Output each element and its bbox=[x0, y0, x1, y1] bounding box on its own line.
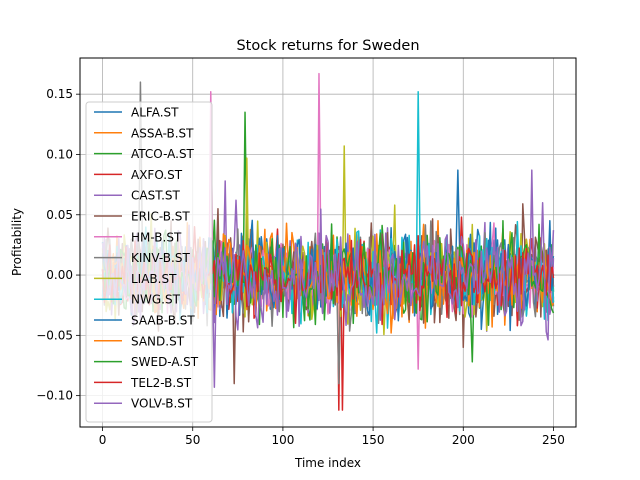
legend-entry: CAST.ST bbox=[131, 189, 181, 203]
legend-entry: SWED-A.ST bbox=[131, 355, 199, 369]
y-axis-label: Profitability bbox=[10, 208, 24, 276]
x-axis-ticks: 0 50 100 150 200 250 bbox=[99, 427, 565, 447]
legend-entry: ASSA-B.ST bbox=[131, 126, 194, 140]
legend-entry: KINV-B.ST bbox=[131, 251, 190, 265]
x-axis-label: Time index bbox=[294, 456, 361, 470]
legend-entry: ALFA.ST bbox=[131, 106, 179, 120]
legend-entry: LIAB.ST bbox=[131, 272, 177, 286]
chart-title: Stock returns for Sweden bbox=[236, 38, 419, 54]
legend-box bbox=[85, 101, 213, 423]
x-tick-label: 100 bbox=[271, 433, 294, 447]
y-tick-label: −0.05 bbox=[36, 328, 73, 342]
x-tick-label: 250 bbox=[542, 433, 565, 447]
legend-entry: AXFO.ST bbox=[131, 168, 183, 182]
x-tick-label: 0 bbox=[99, 433, 107, 447]
legend-entry: HM-B.ST bbox=[131, 230, 182, 244]
legend-entry: SAND.ST bbox=[131, 334, 185, 348]
legend-entry: SAAB-B.ST bbox=[131, 314, 195, 328]
x-tick-label: 50 bbox=[185, 433, 200, 447]
y-tick-label: 0.15 bbox=[46, 87, 73, 101]
y-tick-label: −0.10 bbox=[36, 389, 73, 403]
legend-entry: NWG.ST bbox=[131, 293, 181, 307]
legend-entry: VOLV-B.ST bbox=[131, 397, 193, 411]
legend: ALFA.ST ASSA-B.ST ATCO-A.ST AXFO.ST CAST.ST E… bbox=[85, 101, 213, 423]
legend-entry: ATCO-A.ST bbox=[131, 147, 195, 161]
y-tick-label: 0.00 bbox=[46, 268, 73, 282]
x-tick-label: 150 bbox=[362, 433, 385, 447]
plot-frame bbox=[79, 57, 577, 428]
x-tick-label: 200 bbox=[452, 433, 475, 447]
legend-entry: ERIC-B.ST bbox=[131, 210, 190, 224]
y-tick-label: 0.10 bbox=[46, 147, 73, 161]
y-tick-label: 0.05 bbox=[46, 208, 73, 222]
y-axis-ticks: −0.10 −0.05 0.00 0.05 0.10 0.15 bbox=[36, 87, 80, 403]
legend-entry: TEL2-B.ST bbox=[130, 376, 192, 390]
